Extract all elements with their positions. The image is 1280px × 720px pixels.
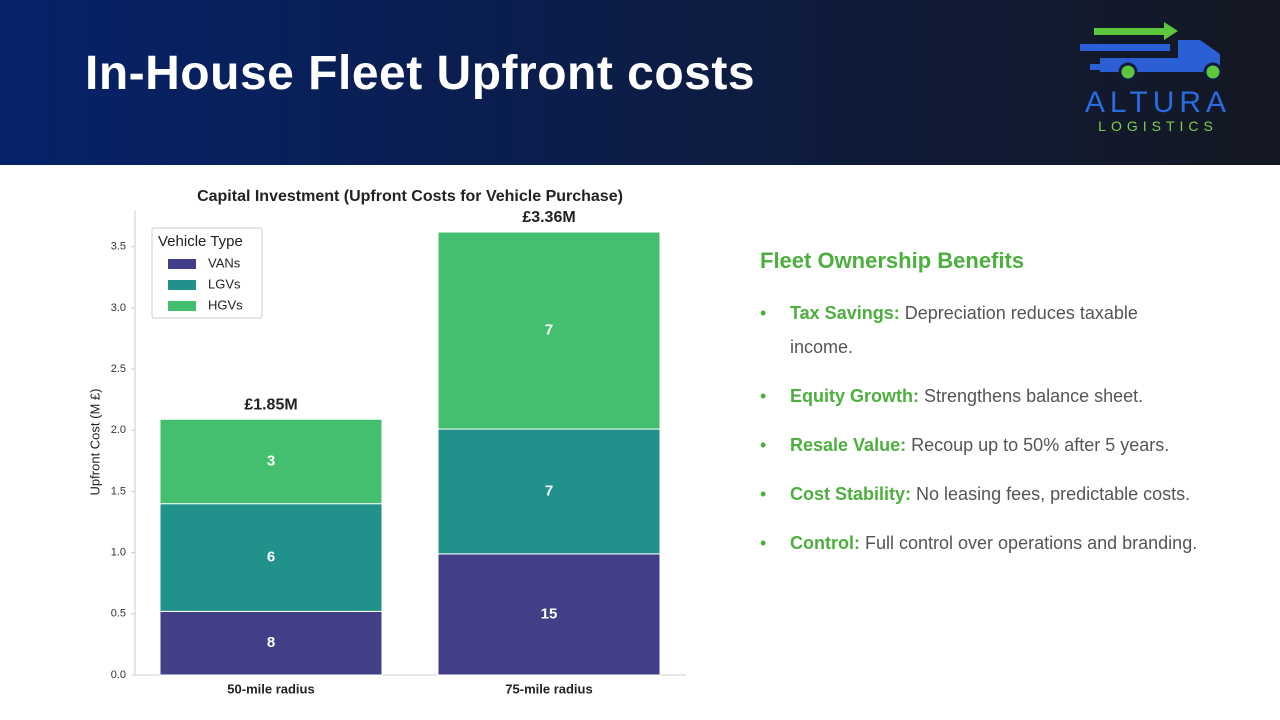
y-tick-label: 2.0 [111,424,126,436]
logo-wheel [1203,62,1223,82]
logo: ALTURA LOGISTICS [1080,22,1231,134]
benefit-item: • Control: Full control over operations a… [760,526,1200,560]
benefit-item: • Equity Growth: Strengthens balance shee… [760,379,1200,413]
bar-segment [159,610,383,676]
legend-title: Vehicle Type [158,233,243,250]
y-tick-label: 2.5 [111,363,126,375]
benefit-text: Recoup up to 50% after 5 years. [911,435,1170,455]
segment-count: 8 [267,634,275,651]
benefit-item: • Cost Stability: No leasing fees, predic… [760,477,1200,511]
segment-count: 6 [267,548,275,565]
bar-segment [437,553,661,676]
legend-swatch [168,301,196,311]
chart: Capital Investment (Upfront Costs for Ve… [87,188,686,696]
total-label: £3.36M [522,209,575,226]
legend-swatch [168,259,196,269]
bullet: • [760,484,767,504]
bar-segment [159,503,383,612]
benefits-title: Fleet Ownership Benefits [760,248,1025,273]
segment-count: 7 [545,482,553,499]
logo-name: ALTURA [1085,86,1231,119]
total-label: £1.85M [244,396,297,413]
benefit-item: • Tax Savings: Depreciation reduces taxab… [760,296,1200,364]
slide-title: In-House Fleet Upfront costs [85,47,756,100]
legend-label: LGVs [208,276,241,291]
benefit-text: Strengthens balance sheet. [924,386,1144,406]
segment-count: 15 [541,605,558,622]
bar-segment [437,428,661,555]
benefit-label: Control: [790,533,860,553]
y-tick-label: 3.0 [111,302,126,314]
chart-title: Capital Investment (Upfront Costs for Ve… [197,188,623,205]
segment-count: 3 [267,452,275,469]
logo-arrow [1094,28,1164,35]
legend-swatch [168,280,196,290]
bullet: • [760,303,767,323]
segment-count: 7 [545,322,553,339]
header: In-House Fleet Upfront costs ALTURA LOGI… [0,0,1280,165]
logo-wheel [1118,62,1138,82]
y-axis-label: Upfront Cost (M £) [87,389,102,496]
y-tick-label: 1.0 [111,547,126,559]
legend-box [151,227,263,319]
benefit-item: • Resale Value: Recoup up to 50% after 5 … [760,428,1200,462]
bar-segment [159,418,383,505]
logo-bar [1080,44,1170,51]
y-tick-label: 1.5 [111,485,126,497]
bullet: • [760,533,767,553]
benefit-text: No leasing fees, predictable costs. [916,484,1191,504]
benefit-label: Cost Stability: [790,484,912,504]
benefits: Fleet Ownership Benefits • Tax Savings: D… [760,248,1200,575]
benefit-text: Depreciation reduces taxable income. [790,303,1138,357]
bullet: • [760,435,767,455]
x-tick-label: 50-mile radius [227,681,314,696]
benefit-text: Full control over operations and brandin… [865,533,1198,553]
y-tick-label: 0.5 [111,608,126,620]
benefit-list: • Tax Savings: Depreciation reduces taxab… [760,296,1200,560]
benefit-label: Resale Value: [790,435,907,455]
benefit-label: Tax Savings: [790,303,900,323]
bar-segment [437,231,661,430]
logo-arrow-head [1164,22,1178,40]
x-tick-label: 75-mile radius [505,681,592,696]
legend-label: VANs [208,255,241,270]
bullet: • [760,386,767,406]
logo-sub: LOGISTICS [1098,118,1218,134]
y-tick-label: 0.0 [111,669,126,681]
y-tick-label: 3.5 [111,241,126,253]
benefit-label: Equity Growth: [790,386,919,406]
legend-label: HGVs [208,297,243,312]
